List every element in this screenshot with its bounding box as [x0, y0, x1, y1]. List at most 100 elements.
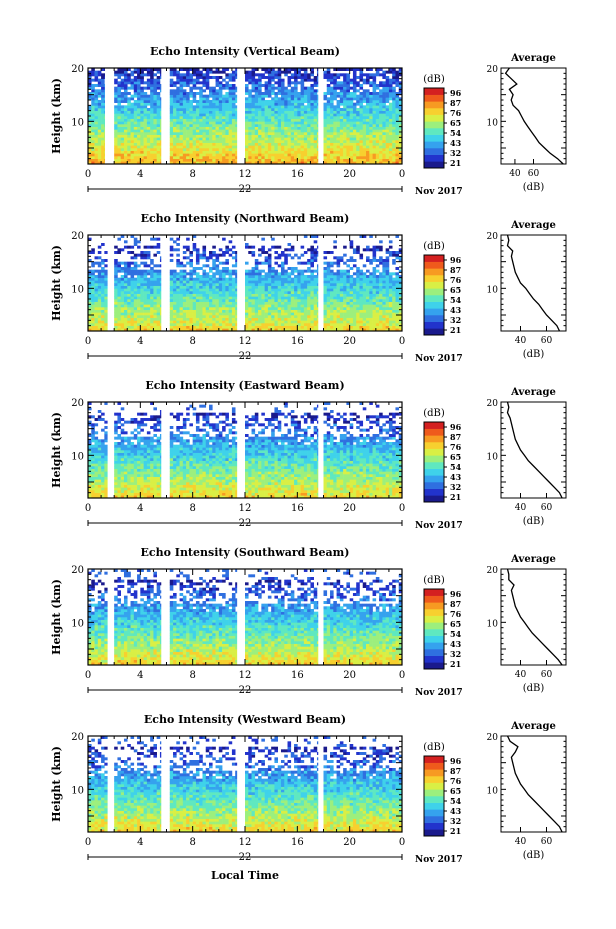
- heatmap-cell: [97, 129, 102, 133]
- heatmap-cell: [307, 108, 311, 111]
- heatmap-cell: [231, 113, 236, 117]
- heatmap-cell: [392, 70, 396, 74]
- heatmap-cell: [287, 325, 292, 329]
- heatmap-cell: [287, 145, 292, 149]
- heatmap-cell: [130, 129, 135, 133]
- heatmap-cell: [225, 301, 229, 305]
- heatmap-cell: [343, 277, 347, 281]
- heatmap-cell: [287, 315, 292, 318]
- heatmap-cell: [248, 161, 252, 165]
- heatmap-cell: [398, 283, 403, 286]
- heatmap-cell: [88, 156, 92, 159]
- heatmap-cell: [94, 142, 99, 146]
- heatmap-cell: [398, 81, 403, 85]
- heatmap-cell: [97, 323, 102, 326]
- heatmap-cell: [326, 113, 331, 117]
- heatmap-cell: [294, 299, 298, 302]
- heatmap-cell: [195, 283, 200, 286]
- heatmap-cell: [359, 317, 364, 321]
- heatmap-cell: [280, 304, 285, 308]
- heatmap-cell: [104, 307, 108, 310]
- heatmap-cell: [300, 142, 305, 146]
- heatmap-cell: [94, 121, 99, 125]
- heatmap-cell: [359, 108, 364, 111]
- heatmap-cell: [274, 320, 279, 324]
- heatmap-cell: [215, 70, 220, 74]
- heatmap-cell: [202, 68, 207, 71]
- heatmap-cell: [277, 81, 282, 85]
- heatmap-cell: [398, 323, 403, 326]
- heatmap-cell: [251, 277, 256, 281]
- heatmap-cell: [235, 142, 239, 146]
- heatmap-cell: [388, 110, 393, 114]
- heatmap-cell: [372, 89, 377, 93]
- heatmap-cell: [313, 307, 318, 310]
- heatmap-cell: [379, 296, 383, 300]
- heatmap-cell: [209, 299, 213, 302]
- heatmap-cell: [127, 113, 131, 117]
- heatmap-cell: [362, 132, 367, 135]
- heatmap-cell: [173, 312, 177, 316]
- heatmap-cell: [205, 161, 210, 165]
- heatmap-cell: [277, 323, 282, 326]
- heatmap-cell: [97, 100, 102, 103]
- heatmap-cell: [127, 100, 131, 103]
- heatmap-cell: [271, 275, 275, 278]
- heatmap-cell: [369, 97, 373, 101]
- heatmap-cell: [284, 153, 288, 157]
- heatmap-cell: [339, 291, 344, 294]
- heatmap-cell: [156, 126, 161, 130]
- heatmap-cell: [372, 299, 377, 302]
- heatmap-cell: [356, 320, 360, 324]
- heatmap-cell: [385, 124, 390, 127]
- heatmap-cell: [261, 94, 265, 98]
- heatmap-cell: [176, 89, 180, 93]
- heatmap-cell: [294, 323, 298, 326]
- heatmap-cell: [127, 132, 131, 135]
- heatmap-cell: [222, 121, 226, 125]
- heatmap-cell: [280, 320, 285, 324]
- heatmap-cell: [169, 275, 174, 278]
- heatmap-cell: [333, 94, 337, 98]
- heatmap-cell: [379, 315, 383, 318]
- heatmap-cell: [297, 94, 301, 98]
- heatmap-cell: [349, 68, 354, 71]
- heatmap-cell: [150, 299, 154, 302]
- heatmap-cell: [231, 304, 236, 308]
- heatmap-cell: [258, 126, 262, 130]
- heatmap-cell: [215, 296, 220, 300]
- heatmap-cell: [215, 81, 220, 85]
- heatmap-cell: [366, 285, 370, 289]
- heatmap-cell: [294, 304, 298, 308]
- heatmap-cell: [352, 312, 357, 316]
- heatmap-cell: [225, 161, 229, 165]
- heatmap-cell: [261, 126, 265, 130]
- heatmap-cell: [218, 299, 223, 302]
- heatmap-cell: [251, 280, 256, 284]
- heatmap-cell: [133, 86, 138, 90]
- heatmap-cell: [323, 113, 328, 117]
- heatmap-cell: [336, 328, 341, 332]
- heatmap-cell: [179, 105, 184, 109]
- heatmap-cell: [127, 76, 131, 79]
- heatmap-cell: [212, 275, 216, 278]
- heatmap-cell: [182, 94, 187, 98]
- heatmap-cell: [267, 325, 272, 329]
- heatmap-cell: [323, 320, 328, 324]
- heatmap-cell: [137, 89, 141, 93]
- heatmap-cell: [212, 92, 216, 95]
- heatmap-cell: [310, 129, 314, 133]
- profile-x-tick-label: 60: [528, 169, 540, 179]
- heatmap-cell: [326, 277, 331, 281]
- heatmap-cell: [146, 142, 151, 146]
- heatmap-cell: [310, 280, 314, 284]
- heatmap-cell: [379, 124, 383, 127]
- heatmap-cell: [284, 102, 288, 106]
- heatmap-cell: [140, 129, 144, 133]
- heatmap-cell: [182, 150, 187, 154]
- heatmap-cell: [137, 317, 141, 321]
- heatmap-cell: [366, 140, 370, 143]
- heatmap-cell: [284, 296, 288, 300]
- heatmap-cell: [140, 86, 144, 90]
- heatmap-cell: [245, 126, 249, 130]
